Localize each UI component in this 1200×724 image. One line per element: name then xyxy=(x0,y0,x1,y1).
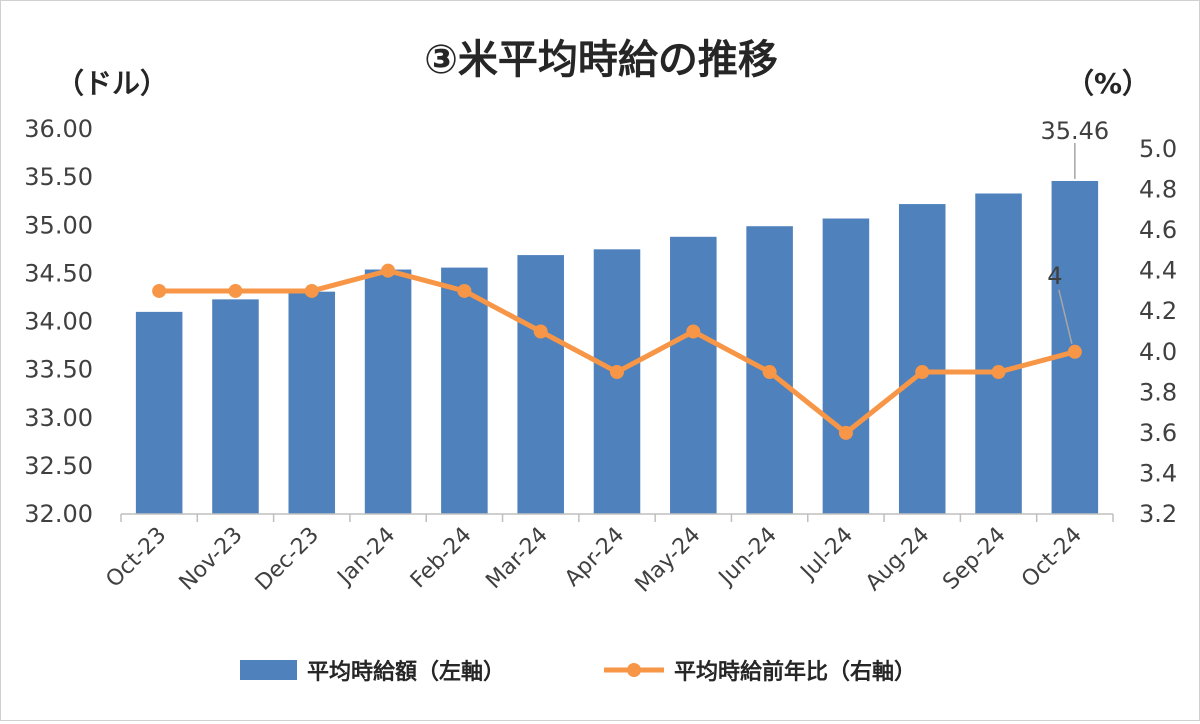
x-tick-label: Jul-24 xyxy=(795,523,858,586)
x-tick-label: Dec-23 xyxy=(251,523,324,596)
x-tick-label: May-24 xyxy=(631,523,706,598)
y-left-tick-label: 34.50 xyxy=(24,259,93,287)
x-tick-label: Nov-23 xyxy=(175,523,248,596)
line-point xyxy=(381,263,396,278)
line-point xyxy=(838,425,853,440)
line-point xyxy=(762,365,777,380)
line-point xyxy=(610,365,624,380)
y-right-tick-label: 4.6 xyxy=(1139,216,1177,244)
y-left-tick-label: 32.00 xyxy=(24,500,93,528)
bar xyxy=(212,299,259,514)
y-right-tick-label: 3.2 xyxy=(1139,500,1177,528)
data-label: 4 xyxy=(1047,262,1062,290)
legend: 平均時給額（左軸） 平均時給前年比（右軸） xyxy=(240,659,916,685)
x-tick-label: Sep-24 xyxy=(938,523,1010,595)
y-right-tick-label: 4.0 xyxy=(1139,338,1177,366)
line-point xyxy=(991,365,1006,380)
y-right-tick-label: 4.2 xyxy=(1139,297,1177,325)
y-right-tick-label: 3.8 xyxy=(1139,378,1177,406)
y-left-tick-label: 36.00 xyxy=(24,115,93,143)
legend-label: 平均時給前年比（右軸） xyxy=(674,659,916,685)
legend-swatch-marker xyxy=(627,663,641,677)
legend-swatch-bar xyxy=(240,660,297,680)
y-right-tick-label: 4.8 xyxy=(1139,176,1177,204)
x-tick-label: Oct-23 xyxy=(101,523,171,593)
bar-series xyxy=(135,180,1099,515)
line-point xyxy=(152,283,167,298)
line-point xyxy=(457,283,472,298)
bar xyxy=(288,291,336,514)
x-tick-label: Aug-24 xyxy=(861,523,934,596)
right-axis-unit: （%） xyxy=(1066,67,1150,100)
line-point xyxy=(1067,344,1082,359)
chart-title: ③米平均時給の推移 xyxy=(424,37,778,83)
x-tick-label: Mar-24 xyxy=(481,523,552,594)
x-tick-label: Oct-24 xyxy=(1017,523,1087,593)
y-left-tick-label: 34.00 xyxy=(24,308,93,336)
legend-label: 平均時給額（左軸） xyxy=(307,659,505,685)
data-label: 35.46 xyxy=(1040,117,1109,145)
line-series xyxy=(152,263,1082,440)
line-point xyxy=(304,283,319,298)
bar xyxy=(822,218,870,514)
y-left-tick-label: 33.00 xyxy=(24,404,93,432)
x-tick-label: Feb-24 xyxy=(406,523,477,594)
line-point xyxy=(915,365,930,380)
y-right-tick-label: 5.0 xyxy=(1139,135,1177,163)
y-left-tick-label: 32.50 xyxy=(24,452,93,480)
line-point xyxy=(228,283,243,298)
x-tick-label: Apr-24 xyxy=(560,523,629,592)
y-left-tick-label: 35.00 xyxy=(24,211,93,239)
bar xyxy=(593,249,641,514)
bar xyxy=(364,269,412,514)
y-left-tick-label: 33.50 xyxy=(24,356,93,384)
left-axis-unit: （ドル） xyxy=(56,67,168,100)
bar xyxy=(135,311,183,514)
x-tick-label: Jan-24 xyxy=(332,523,400,591)
data-labels: 35.46 4 xyxy=(1040,117,1109,344)
x-tick-label: Jun-24 xyxy=(713,523,782,592)
bar xyxy=(975,193,1022,515)
bar xyxy=(898,204,946,514)
bar xyxy=(670,236,717,515)
line-point xyxy=(686,324,701,339)
bar xyxy=(517,255,564,514)
y-right-tick-label: 4.4 xyxy=(1139,257,1177,285)
data-label-leader xyxy=(1058,289,1073,344)
bar xyxy=(441,267,488,514)
y-left-tick-label: 35.50 xyxy=(24,163,93,191)
y-right-tick-label: 3.4 xyxy=(1139,459,1177,487)
y-right-tick-label: 3.6 xyxy=(1139,419,1177,447)
line-point xyxy=(533,324,548,339)
